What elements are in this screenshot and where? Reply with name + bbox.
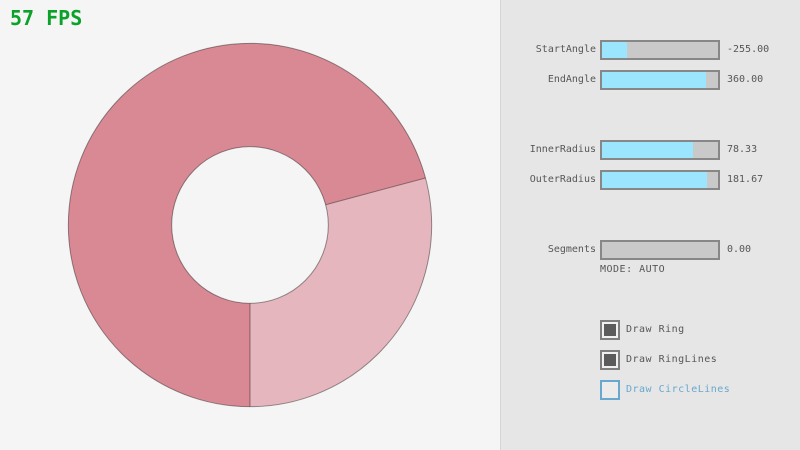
draw-circlelines-label: Draw CircleLines	[626, 384, 731, 395]
startangle-value: -255.00	[727, 44, 770, 55]
ring-inner-outline	[171, 146, 329, 304]
checkbox-row-draw-ringlines: Draw RingLines	[501, 350, 800, 370]
draw-circlelines-checkbox[interactable]	[600, 380, 620, 400]
endangle-label: EndAngle	[547, 74, 596, 85]
slider-row-innerradius: InnerRadius 78.33	[501, 140, 800, 160]
controls-panel: StartAngle -255.00 EndAngle 360.00 Inner…	[500, 0, 800, 450]
ring-outer-outline	[67, 42, 433, 408]
fps-counter: 57 FPS	[10, 6, 83, 30]
draw-ring-checkbox[interactable]	[600, 320, 620, 340]
outerradius-value: 181.67	[727, 174, 764, 185]
draw-ringlines-label: Draw RingLines	[626, 354, 718, 365]
innerradius-label: InnerRadius	[529, 144, 596, 155]
slider-row-endangle: EndAngle 360.00	[501, 70, 800, 90]
segments-value: 0.00	[727, 244, 752, 255]
draw-ringlines-checkmark	[604, 354, 616, 366]
startangle-slider-fill	[602, 42, 628, 58]
endangle-slider[interactable]	[600, 70, 720, 90]
slider-row-startangle: StartAngle -255.00	[501, 40, 800, 60]
startangle-slider[interactable]	[600, 40, 720, 60]
endangle-value: 360.00	[727, 74, 764, 85]
draw-ringlines-checkbox[interactable]	[600, 350, 620, 370]
outerradius-label: OuterRadius	[529, 174, 596, 185]
innerradius-value: 78.33	[727, 144, 758, 155]
ring-sector-single-drawn-region	[250, 177, 432, 407]
draw-ring-label: Draw Ring	[626, 324, 685, 335]
startangle-label: StartAngle	[535, 44, 596, 55]
draw-ring-checkmark	[604, 324, 616, 336]
segments-slider[interactable]	[600, 240, 720, 260]
outerradius-slider-fill	[602, 172, 708, 188]
endangle-slider-fill	[602, 72, 707, 88]
outerradius-slider[interactable]	[600, 170, 720, 190]
checkbox-row-draw-ring: Draw Ring	[501, 320, 800, 340]
segments-mode-label: MODE: AUTO	[600, 264, 666, 275]
checkbox-row-draw-circlelines: Draw CircleLines	[501, 380, 800, 400]
ring-radial-line	[325, 177, 426, 206]
innerradius-slider[interactable]	[600, 140, 720, 160]
ring-sector-double-drawn-region	[68, 43, 426, 407]
slider-row-outerradius: OuterRadius 181.67	[501, 170, 800, 190]
ring-drawing-canvas	[67, 42, 433, 408]
innerradius-slider-fill	[602, 142, 693, 158]
slider-row-segments: Segments 0.00	[501, 240, 800, 260]
segments-label: Segments	[547, 244, 596, 255]
